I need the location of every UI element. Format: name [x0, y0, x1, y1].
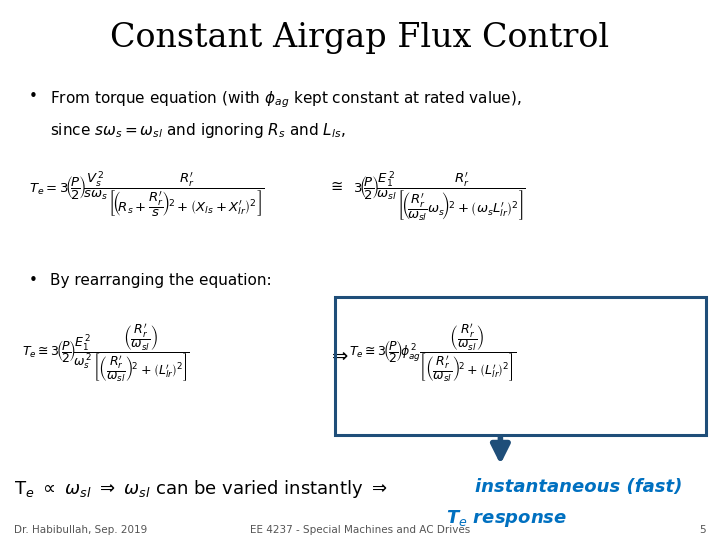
Text: Dr. Habibullah, Sep. 2019: Dr. Habibullah, Sep. 2019: [14, 524, 148, 535]
Text: $T_e \cong 3\!\left(\!\dfrac{P}{2}\!\right)\!\phi_{ag}^{\,2}\dfrac{\left(\dfrac{: $T_e \cong 3\!\left(\!\dfrac{P}{2}\!\rig…: [349, 321, 516, 384]
Text: By rearranging the equation:: By rearranging the equation:: [50, 273, 272, 288]
Text: $T_e \cong 3\!\left(\!\dfrac{P}{2}\!\right)\!\dfrac{E_1^{\,2}}{\omega_s^{\,2}}\d: $T_e \cong 3\!\left(\!\dfrac{P}{2}\!\rig…: [22, 321, 189, 384]
Text: T$_e$ response: T$_e$ response: [446, 508, 567, 529]
Text: T$_e$ $\propto$ $\omega_{sl}$ $\Rightarrow$ $\omega_{sl}$ can be varied instantl: T$_e$ $\propto$ $\omega_{sl}$ $\Rightarr…: [14, 478, 392, 500]
Text: EE 4237 - Special Machines and AC Drives: EE 4237 - Special Machines and AC Drives: [250, 524, 470, 535]
Text: From torque equation (with $\phi_{ag}$ kept constant at rated value),: From torque equation (with $\phi_{ag}$ k…: [50, 89, 522, 110]
Text: $T_e = 3\!\left(\!\dfrac{P}{2}\!\right)\!\dfrac{V_s^{\,2}}{s\omega_s}\dfrac{R_r': $T_e = 3\!\left(\!\dfrac{P}{2}\!\right)\…: [29, 170, 264, 220]
Text: $\Rightarrow$: $\Rightarrow$: [328, 346, 348, 365]
Text: •: •: [29, 89, 37, 104]
FancyArrowPatch shape: [492, 437, 508, 458]
Bar: [335, 297, 706, 435]
Text: 5: 5: [699, 524, 706, 535]
Text: $\cong$: $\cong$: [328, 178, 343, 193]
Text: instantaneous (fast): instantaneous (fast): [475, 478, 683, 496]
Text: $3\!\left(\!\dfrac{P}{2}\!\right)\!\dfrac{E_1^{\,2}}{\omega_{sl}}\dfrac{R_r'}{\l: $3\!\left(\!\dfrac{P}{2}\!\right)\!\dfra…: [353, 170, 526, 224]
Text: Constant Airgap Flux Control: Constant Airgap Flux Control: [110, 22, 610, 53]
Text: since $s\omega_s = \omega_{sl}$ and ignoring $R_s$ and $L_{ls}$,: since $s\omega_s = \omega_{sl}$ and igno…: [50, 122, 346, 140]
Text: •: •: [29, 273, 37, 288]
